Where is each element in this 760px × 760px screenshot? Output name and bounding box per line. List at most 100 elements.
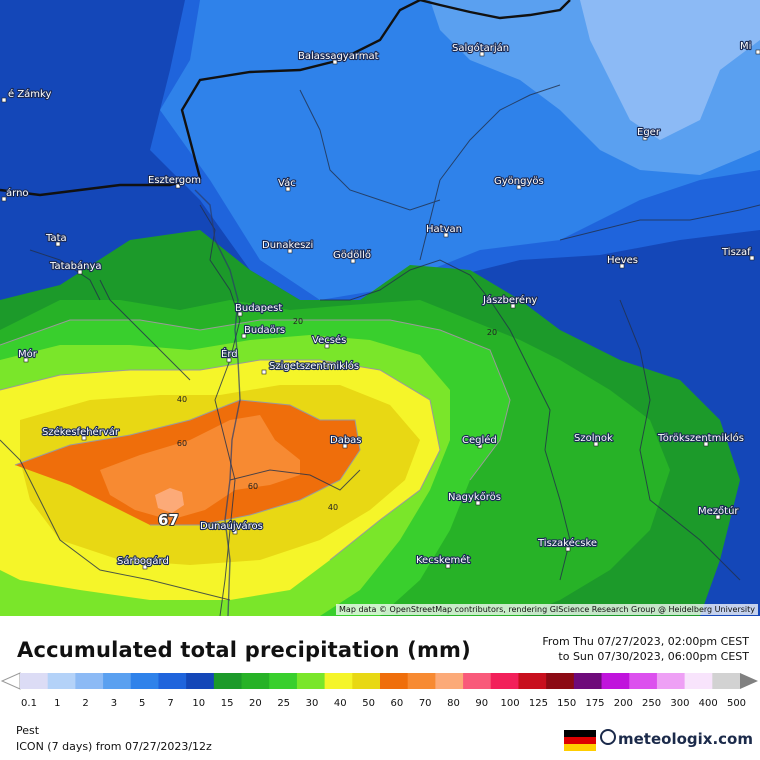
legend-arrow-left (0, 672, 21, 690)
city-marker (287, 248, 293, 254)
color-legend (0, 672, 758, 690)
legend-swatch (629, 673, 658, 689)
city-nagyk-r-s[interactable]: Nagykőrös (447, 490, 502, 506)
legend-tick-label: 40 (333, 698, 347, 709)
city-tata[interactable]: Tata (44, 232, 68, 247)
city-marker (619, 263, 625, 269)
city-label: Kecskemét (416, 554, 470, 566)
city-heves[interactable]: Heves (606, 254, 639, 269)
city-label: Mór (18, 348, 38, 360)
city--rno[interactable]: árno (1, 186, 30, 202)
legend-swatch (158, 673, 187, 689)
city-tiszak-cske[interactable]: Tiszakécske (536, 536, 598, 552)
city-kecskem-t[interactable]: Kecskemét (415, 553, 472, 569)
city-budapest[interactable]: Budapest (234, 302, 283, 317)
city-balassagyarmat[interactable]: Balassagyarmat (297, 50, 380, 65)
city-tatab-nya[interactable]: Tatabánya (48, 259, 103, 275)
legend-tick-label: 100 (500, 698, 520, 709)
city-label: Tiszakécske (537, 537, 597, 549)
brand-name: meteologix.com (618, 730, 753, 748)
city-label: Gödöllő (333, 249, 371, 261)
city-label: Esztergom (148, 175, 201, 186)
legend-tick-label: 2 (82, 698, 89, 709)
city-g-d-ll-[interactable]: Gödöllő (332, 248, 372, 264)
city-s-rbog-rd[interactable]: Sárbogárd (116, 554, 170, 570)
city-label: Eger (637, 127, 661, 138)
city-sz-kesfeh-rv-r[interactable]: Székesfehérvár (41, 425, 121, 441)
city-dabas[interactable]: Dabas (329, 434, 363, 449)
city-marker (749, 255, 755, 261)
footer: Accumulated total precipitation (mm) Fro… (0, 616, 760, 760)
city-label: Tatabánya (49, 260, 102, 272)
location-label: Pest (16, 724, 40, 737)
city-label: Törökszentmiklós (657, 432, 744, 444)
legend-tick-label: 70 (418, 698, 432, 709)
city-marker (477, 443, 483, 449)
city-marker (55, 241, 61, 247)
legend-swatch (47, 673, 76, 689)
brand-logo[interactable]: meteologix.com (600, 729, 753, 748)
city-marker (241, 333, 247, 339)
city-v-c[interactable]: Vác (277, 176, 297, 192)
city-label: Salgótarján (452, 42, 509, 54)
legend-swatch (296, 673, 326, 689)
isoline-label: 40 (328, 503, 338, 512)
legend-tick-label: 25 (277, 698, 291, 709)
legend-swatch (684, 673, 713, 689)
precipitation-map[interactable]: 20 20 40 40 60 60 Balassagyarmat Salgótarján Mi… (0, 0, 760, 616)
city-tiszaf[interactable]: Tiszaf (720, 246, 755, 261)
map-attribution[interactable]: Map data © OpenStreetMap contributors, r… (336, 604, 758, 615)
city-label: Mi (740, 41, 751, 52)
city-label: Szigetszentmiklós (269, 360, 359, 372)
legend-swatch (463, 673, 492, 689)
isoline-label: 20 (487, 328, 497, 337)
city-label: Budapest (235, 303, 282, 314)
city-szolnok[interactable]: Szolnok (573, 432, 614, 447)
legend-tick-label: 0.1 (21, 698, 37, 709)
city-gy-ngy-s[interactable]: Gyöngyös (493, 175, 545, 190)
city-label: Szolnok (574, 433, 613, 444)
legend-swatch (712, 673, 741, 689)
city-duna-jv-ros[interactable]: Dunaújváros (199, 519, 264, 535)
city-eger[interactable]: Eger (636, 126, 662, 141)
city-vecs-s[interactable]: Vecsés (311, 333, 347, 349)
city-marker (285, 186, 291, 192)
city-dunakeszi[interactable]: Dunakeszi (261, 239, 314, 254)
legend-swatch (490, 673, 519, 689)
city-label: Vác (278, 177, 296, 189)
city-marker (77, 269, 83, 275)
legend-swatch (352, 673, 381, 689)
city-t-r-kszentmikl-s[interactable]: Törökszentmiklós (656, 431, 745, 447)
precip-area-2mm (580, 0, 760, 140)
city-cegl-d[interactable]: Cegléd (461, 433, 498, 449)
city-mi[interactable]: Mi (739, 40, 760, 55)
city-marker (715, 514, 721, 520)
city-j-szber-ny[interactable]: Jászberény (481, 293, 539, 309)
city-label: Heves (607, 255, 638, 266)
country-border (0, 0, 571, 197)
danube-river (194, 189, 241, 616)
city-marker (475, 500, 481, 506)
city-marker (565, 546, 571, 552)
city--rd[interactable]: Érd (220, 346, 239, 363)
legend-tick-label: 175 (585, 698, 605, 709)
city-szigetszentmikl-s[interactable]: Szigetszentmiklós (261, 359, 360, 375)
city-label: Tata (45, 233, 67, 244)
legend-tick-label: 15 (220, 698, 234, 709)
isolines (0, 319, 511, 561)
city-marker (510, 303, 516, 309)
city-marker (350, 258, 356, 264)
legend-tick-label: 90 (475, 698, 489, 709)
city-hatvan[interactable]: Hatvan (425, 223, 463, 238)
legend-tick-label: 10 (192, 698, 206, 709)
city-buda-rs[interactable]: Budaörs (241, 324, 286, 339)
city-m-r[interactable]: Mór (17, 347, 39, 363)
legend-tick-label: 250 (642, 698, 662, 709)
city-salg-tarj-n[interactable]: Salgótarján (451, 41, 510, 57)
city-mez-t-r[interactable]: Mezőtúr (697, 504, 741, 520)
city--z-mky[interactable]: é Zámky (1, 87, 53, 103)
city-esztergom[interactable]: Esztergom (147, 174, 202, 189)
period-from: From Thu 07/27/2023, 02:00pm CEST (542, 635, 749, 648)
city-marker (445, 563, 451, 569)
legend-tick-label: 125 (528, 698, 548, 709)
